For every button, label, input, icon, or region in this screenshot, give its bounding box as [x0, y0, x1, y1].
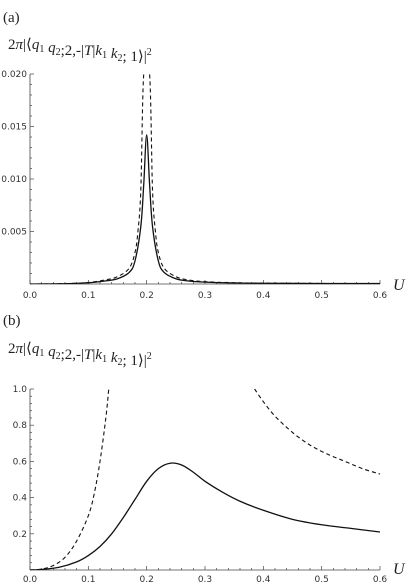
panel-b: (b) 2π|⟨q1 q2;2,-|T|k1 k2; 1⟩|2 0.0 0.1 0.2 0… [3, 313, 406, 585]
y-tick-label: 0.005 [1, 228, 27, 238]
panel-label: (a) [3, 10, 20, 26]
series-line-dashed-1 [30, 388, 110, 570]
x-tick-label: 0.1 [81, 575, 95, 585]
x-tick-label: 0.5 [315, 575, 329, 585]
y-tick-label: 0.2 [13, 530, 27, 540]
series-line-dashed-2 [254, 388, 381, 475]
panel-a: (a) 2π|⟨q1 q2;2,-|T|k1 k2; 1⟩|2 0.0 0.1 0.2 0… [1, 10, 406, 301]
y-axis-label: 2π|⟨q1 q2;2,-|T|k1 k2; 1⟩|2 [8, 341, 152, 369]
x-tick-label: 0.2 [140, 575, 154, 585]
x-tick-label: 0.6 [373, 291, 388, 301]
y-tick-label: 0.4 [13, 494, 28, 504]
x-tick-label: 0.0 [23, 291, 38, 301]
y-axis-label: 2π|⟨q1 q2;2,-|T|k1 k2; 1⟩|2 [8, 37, 152, 65]
series-line-solid-0 [30, 462, 381, 570]
x-axis-label: U [393, 561, 406, 578]
series-line-solid-0 [30, 134, 381, 284]
x-tick-label: 0.5 [315, 291, 329, 301]
x-tick-label: 0.3 [198, 291, 212, 301]
series-line-dashed-1 [30, 72, 381, 284]
x-tick-label: 0.4 [256, 575, 271, 585]
x-tick-label: 0.6 [373, 575, 388, 585]
x-tick-label: 0.4 [256, 291, 271, 301]
y-tick-label: 0.015 [1, 123, 27, 133]
x-tick-label: 0.3 [198, 575, 212, 585]
y-tick-label: 0.8 [13, 421, 28, 431]
x-tick-label: 0.1 [81, 291, 95, 301]
y-tick-label: 0.010 [1, 175, 27, 185]
y-tick-label: 1.0 [13, 385, 28, 395]
y-tick-label: 0.020 [1, 70, 27, 80]
x-tick-label: 0.2 [140, 291, 154, 301]
panel-label: (b) [3, 313, 21, 329]
x-axis-label: U [393, 277, 406, 294]
x-tick-label: 0.0 [23, 575, 38, 585]
y-tick-label: 0.6 [13, 457, 28, 467]
